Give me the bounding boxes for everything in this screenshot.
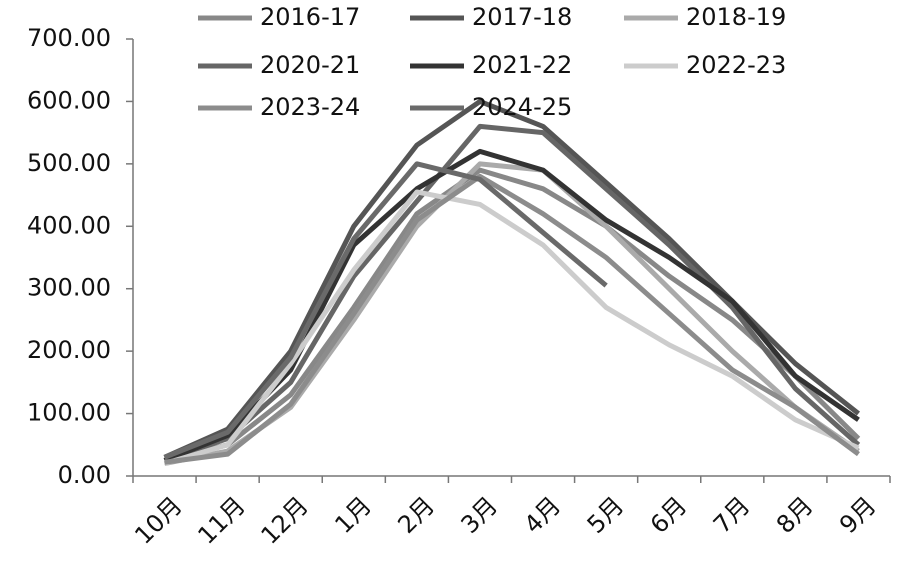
y-tick-label: 300.00 bbox=[27, 274, 111, 302]
x-tick-label: 4月 bbox=[519, 491, 567, 539]
x-tick-label: 10月 bbox=[129, 491, 187, 549]
series-line bbox=[164, 173, 860, 465]
legend-label: 2023-24 bbox=[260, 93, 360, 121]
y-tick-label: 100.00 bbox=[27, 399, 111, 427]
series-line bbox=[163, 123, 861, 463]
legend-label: 2024-25 bbox=[472, 93, 572, 121]
legend-label: 2021-22 bbox=[472, 51, 572, 79]
x-tick-label: 7月 bbox=[708, 491, 756, 539]
y-tick-label: 0.00 bbox=[58, 461, 111, 489]
x-tick-label: 9月 bbox=[834, 491, 882, 539]
series-line bbox=[163, 161, 608, 460]
legend-label: 2016-17 bbox=[260, 3, 360, 31]
x-tick-label: 3月 bbox=[456, 491, 504, 539]
legend-label: 2017-18 bbox=[472, 3, 572, 31]
series-line bbox=[163, 189, 860, 466]
legend-label: 2018-19 bbox=[686, 3, 786, 31]
legend-label: 2020-21 bbox=[260, 51, 360, 79]
x-tick-label: 5月 bbox=[582, 491, 630, 539]
series-line bbox=[163, 167, 861, 463]
x-tick-label: 12月 bbox=[256, 491, 314, 549]
x-tick-label: 1月 bbox=[329, 491, 377, 539]
y-tick-label: 400.00 bbox=[27, 211, 111, 239]
x-tick-label: 6月 bbox=[645, 491, 693, 539]
y-tick-label: 200.00 bbox=[27, 336, 111, 364]
x-tick-label: 8月 bbox=[771, 491, 819, 539]
x-tick-label: 11月 bbox=[192, 491, 250, 549]
y-tick-label: 500.00 bbox=[27, 149, 111, 177]
y-tick-label: 700.00 bbox=[27, 24, 111, 52]
x-tick-label: 2月 bbox=[392, 491, 440, 539]
legend-label: 2022-23 bbox=[686, 51, 786, 79]
y-tick-label: 600.00 bbox=[27, 86, 111, 114]
